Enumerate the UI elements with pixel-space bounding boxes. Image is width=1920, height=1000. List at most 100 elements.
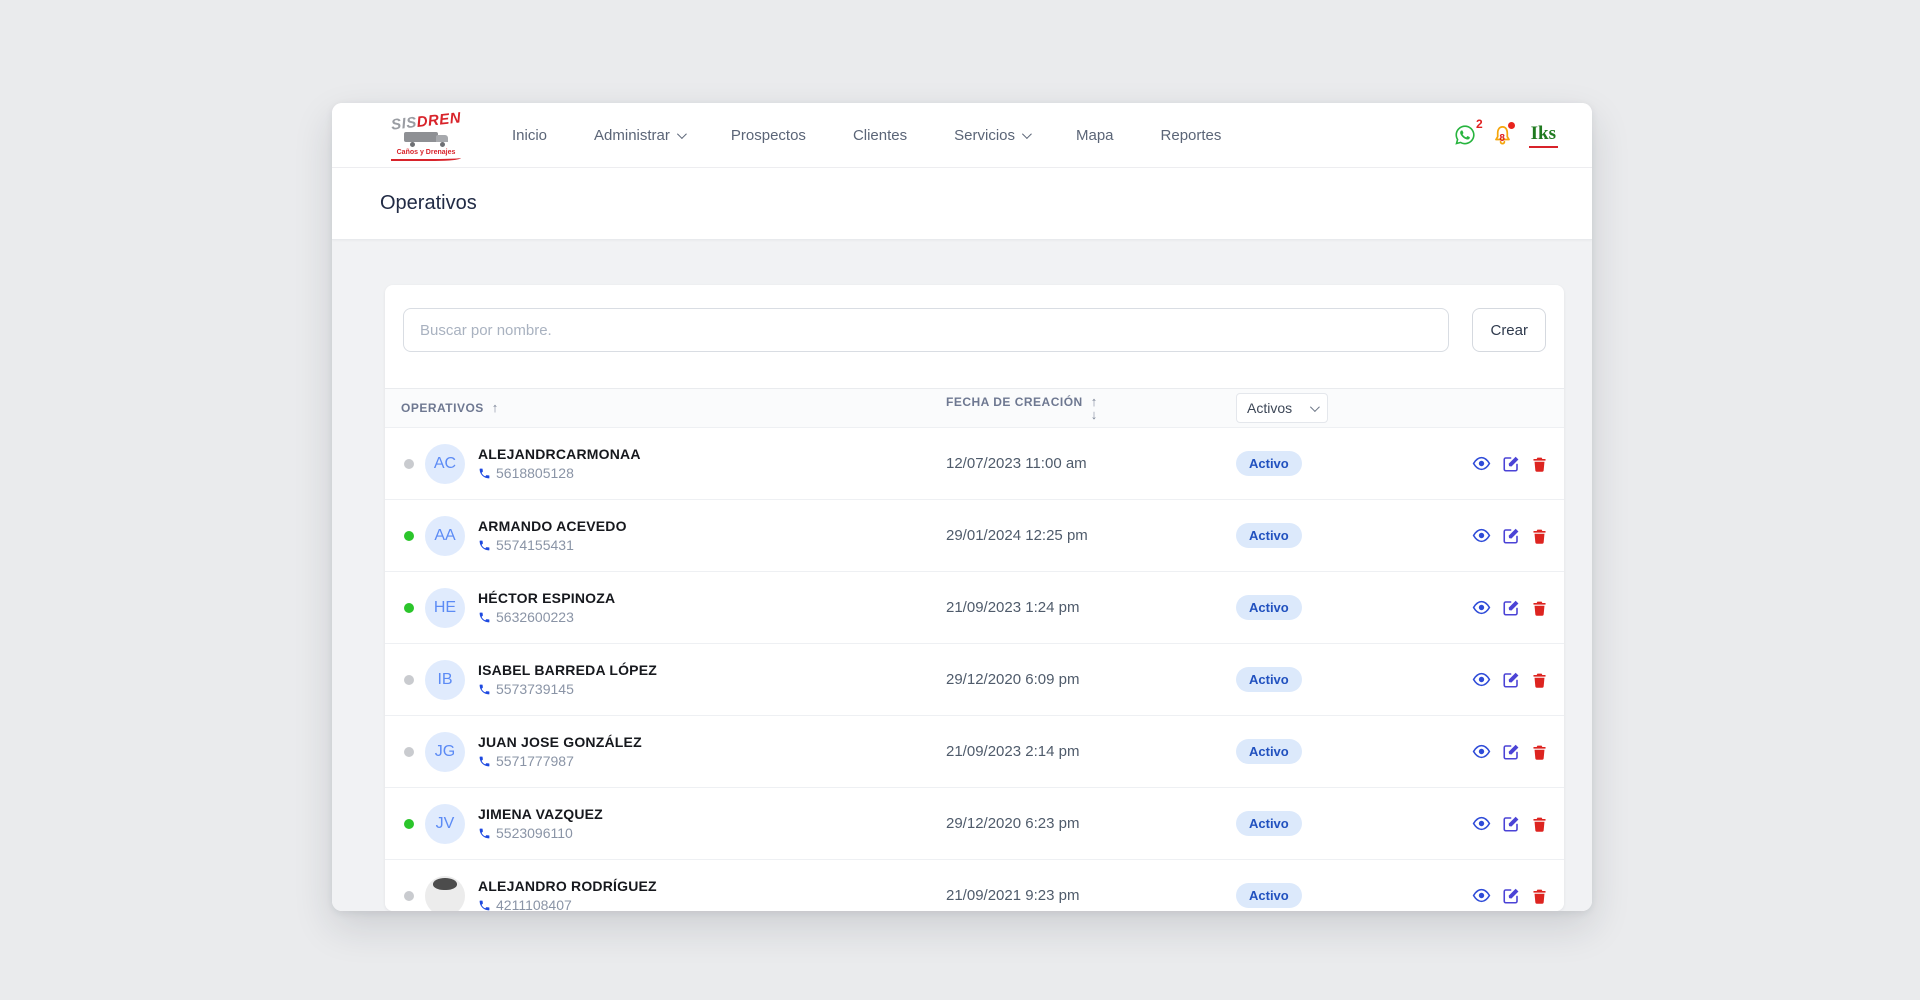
creation-date: 21/09/2023 1:24 pm — [946, 599, 1080, 616]
operativo-name: JUAN JOSE GONZÁLEZ — [478, 734, 642, 750]
presence-dot — [404, 674, 414, 685]
avatar: AC — [425, 443, 465, 484]
status-cell: Activo — [1236, 451, 1428, 476]
eye-icon — [1472, 672, 1491, 687]
delete-button[interactable] — [1531, 599, 1548, 617]
toolbar: Crear — [385, 285, 1564, 388]
pencil-square-icon — [1503, 456, 1519, 472]
edit-button[interactable] — [1502, 743, 1520, 761]
table-row: IB ISABEL BARREDA LÓPEZ 5573739145 29/12… — [385, 644, 1564, 716]
phone-number: 5571777987 — [496, 753, 574, 769]
view-button[interactable] — [1472, 670, 1491, 689]
trash-icon — [1533, 745, 1546, 760]
delete-button[interactable] — [1531, 671, 1548, 689]
nav-item-mapa[interactable]: Mapa — [1076, 126, 1114, 144]
nav-item-servicios[interactable]: Servicios — [954, 127, 1032, 144]
chevron-down-icon — [676, 128, 687, 139]
view-button[interactable] — [1472, 886, 1491, 905]
status-badge: Activo — [1236, 667, 1302, 692]
delete-button[interactable] — [1531, 527, 1548, 545]
avatar: JG — [425, 731, 465, 772]
user-brand-menu[interactable]: Iks — [1528, 123, 1558, 148]
edit-button[interactable] — [1502, 455, 1520, 473]
phone-number: 5632600223 — [496, 609, 574, 625]
pencil-square-icon — [1503, 672, 1519, 688]
presence-dot — [404, 746, 414, 757]
column-header-fecha[interactable]: FECHA DE CREACIÓN ↑ ↓ — [946, 394, 1098, 422]
name-block: ARMANDO ACEVEDO 5574155431 — [478, 518, 627, 553]
phone-line: 5523096110 — [478, 825, 603, 841]
pencil-square-icon — [1503, 744, 1519, 760]
nav-item-administrar[interactable]: Administrar — [594, 127, 687, 144]
table-row: AC ALEJANDRCARMONAA 5618805128 12/07/202… — [385, 428, 1564, 500]
presence-dot — [404, 818, 414, 829]
whatsapp-button[interactable]: 2 — [1454, 117, 1483, 146]
status-badge: Activo — [1236, 739, 1302, 764]
name-block: HÉCTOR ESPINOZA 5632600223 — [478, 590, 615, 625]
operativo-cell: AC ALEJANDRCARMONAA 5618805128 — [401, 443, 946, 484]
name-block: ISABEL BARREDA LÓPEZ 5573739145 — [478, 662, 657, 697]
operativo-cell: JG JUAN JOSE GONZÁLEZ 5571777987 — [401, 731, 946, 772]
name-block: JIMENA VAZQUEZ 5523096110 — [478, 806, 603, 841]
nav-item-reportes[interactable]: Reportes — [1160, 126, 1222, 144]
nav-item-clientes[interactable]: Clientes — [852, 126, 908, 144]
sort-desc-icon: ↓ — [1090, 407, 1098, 422]
company-logo[interactable]: SISDREN Caños y Drenajes — [376, 109, 476, 161]
nav-item-inicio[interactable]: Inicio — [512, 126, 548, 144]
delete-button[interactable] — [1531, 887, 1548, 905]
app-window: SISDREN Caños y Drenajes Inicio Administ… — [332, 103, 1592, 911]
phone-line: 5571777987 — [478, 753, 642, 769]
chevron-down-icon — [1021, 128, 1032, 139]
table-header: OPERATIVOS ↑ FECHA DE CREACIÓN ↑ ↓ Activ… — [385, 388, 1564, 428]
edit-button[interactable] — [1502, 599, 1520, 617]
delete-button[interactable] — [1531, 743, 1548, 761]
logo-tagline: Caños y Drenajes — [396, 148, 456, 156]
eye-icon — [1472, 888, 1491, 903]
create-button[interactable]: Crear — [1472, 308, 1546, 352]
phone-icon — [479, 612, 490, 622]
chevron-down-icon — [1309, 401, 1320, 412]
edit-button[interactable] — [1502, 527, 1520, 545]
status-filter-select[interactable]: Activos — [1236, 393, 1328, 423]
operativo-cell: ALEJANDRO RODRÍGUEZ 4211108407 — [401, 875, 946, 911]
creation-date: 21/09/2021 9:23 pm — [946, 887, 1080, 904]
operativo-name: JIMENA VAZQUEZ — [478, 806, 603, 822]
status-badge: Activo — [1236, 451, 1302, 476]
notifications-button[interactable]: 8 — [1491, 121, 1515, 147]
search-input[interactable] — [403, 308, 1450, 352]
phone-number: 5573739145 — [496, 681, 574, 697]
status-badge: Activo — [1236, 523, 1302, 548]
table-row: AA ARMANDO ACEVEDO 5574155431 29/01/2024… — [385, 500, 1564, 572]
row-actions — [1428, 814, 1548, 833]
creation-date: 21/09/2023 2:14 pm — [946, 743, 1080, 760]
presence-dot — [404, 530, 414, 541]
sort-asc-icon: ↑ — [491, 400, 499, 415]
nav-item-prospectos[interactable]: Prospectos — [730, 126, 806, 144]
view-button[interactable] — [1472, 526, 1491, 545]
avatar: JV — [425, 803, 465, 844]
status-cell: Activo — [1236, 595, 1428, 620]
status-cell: Activo — [1236, 523, 1428, 548]
view-button[interactable] — [1472, 814, 1491, 833]
avatar: AA — [425, 515, 465, 556]
edit-button[interactable] — [1502, 815, 1520, 833]
view-button[interactable] — [1472, 742, 1491, 761]
notifications-badge: 8 — [1499, 132, 1505, 144]
view-button[interactable] — [1472, 598, 1491, 617]
delete-button[interactable] — [1531, 455, 1548, 473]
delete-button[interactable] — [1531, 815, 1548, 833]
trash-icon — [1533, 817, 1546, 832]
view-button[interactable] — [1472, 454, 1491, 473]
avatar-initials: IB — [437, 670, 453, 688]
edit-button[interactable] — [1502, 671, 1520, 689]
phone-icon — [479, 540, 490, 550]
avatar: HE — [425, 587, 465, 628]
truck-illustration-icon — [398, 131, 454, 147]
operativo-name: ALEJANDRCARMONAA — [478, 446, 641, 462]
column-header-operativos[interactable]: OPERATIVOS ↑ — [401, 400, 499, 415]
status-badge: Activo — [1236, 811, 1302, 836]
pencil-square-icon — [1503, 528, 1519, 544]
row-actions — [1428, 526, 1548, 545]
edit-button[interactable] — [1502, 887, 1520, 905]
avatar-initials: HE — [433, 598, 457, 616]
